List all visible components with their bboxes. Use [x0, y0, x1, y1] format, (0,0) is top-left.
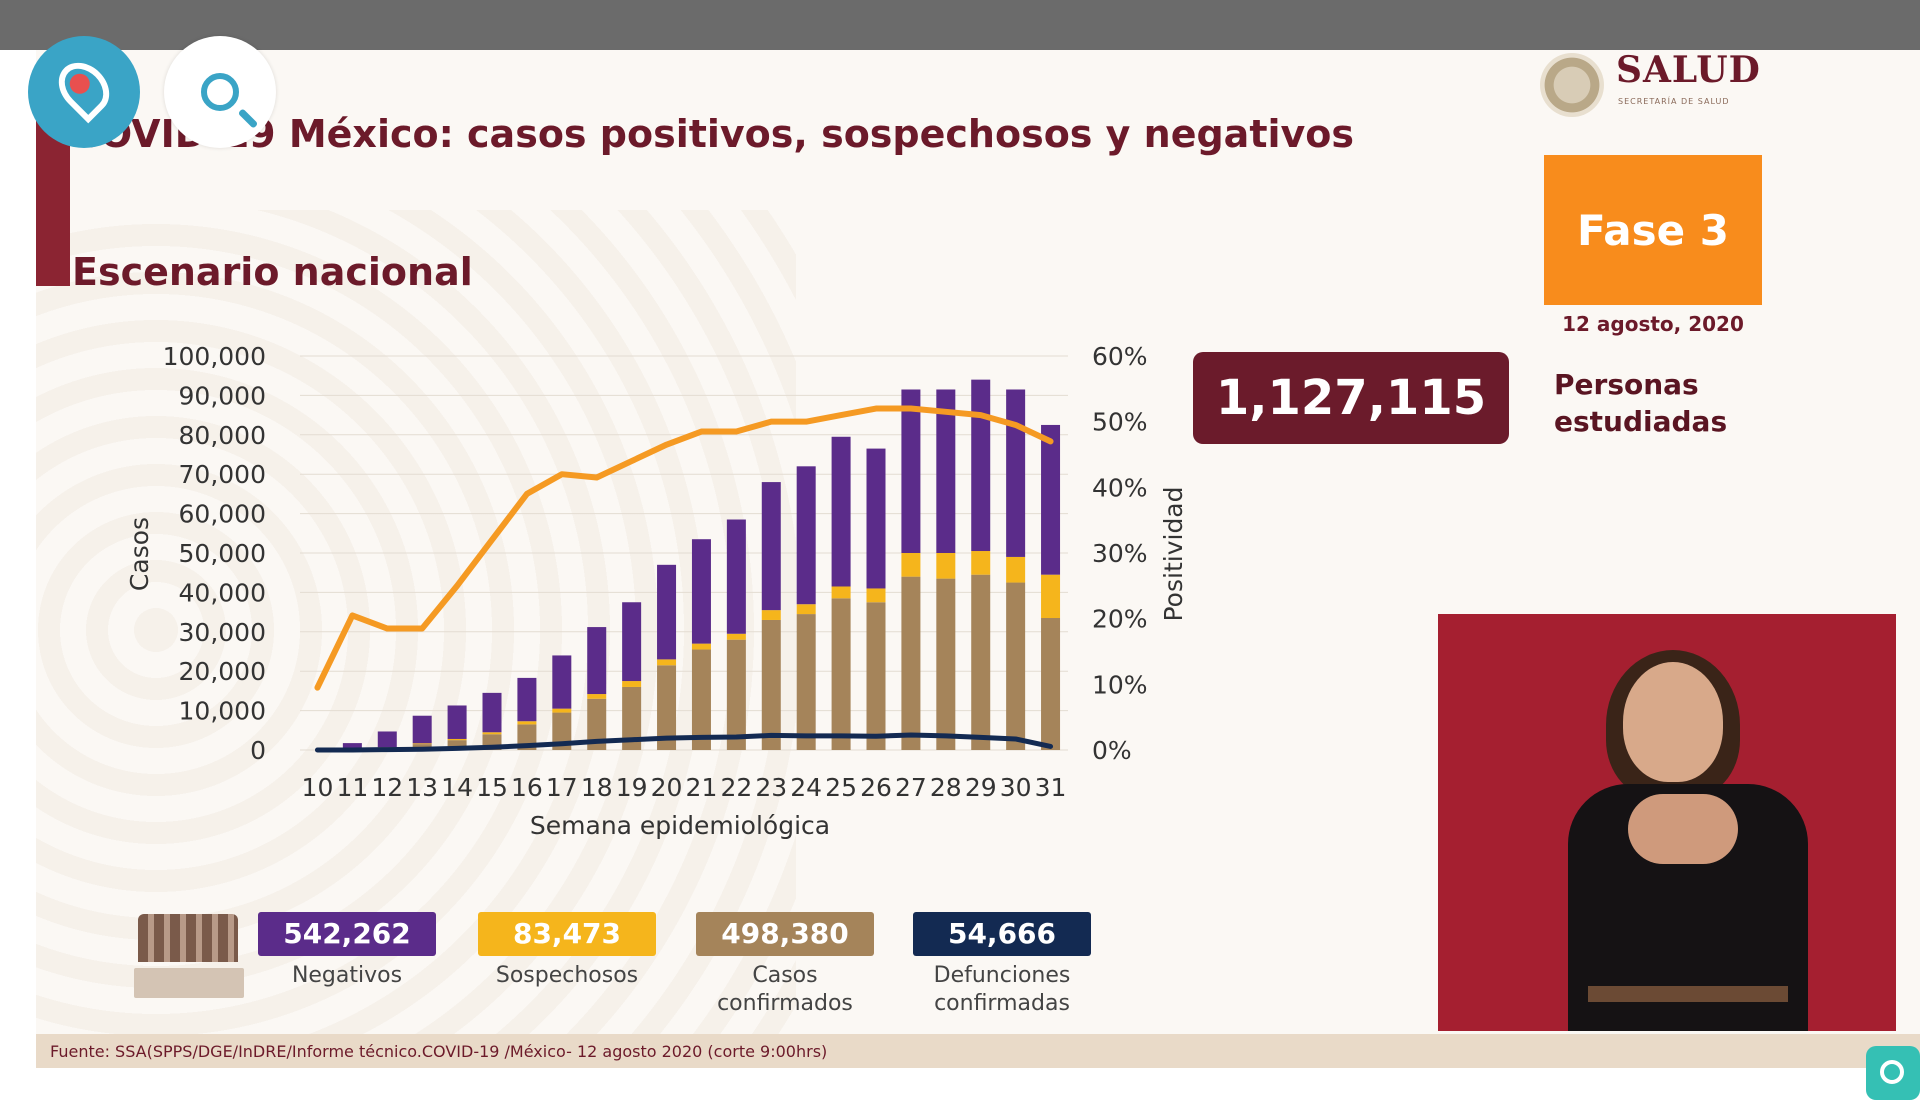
- interpreter-belt: [1588, 986, 1788, 1002]
- sign-language-video: [1438, 614, 1896, 1031]
- search-icon: [201, 73, 259, 129]
- studied-count: 1,127,115: [1193, 352, 1509, 444]
- footer-bar: [36, 1034, 1920, 1068]
- total-negativos-value: 542,262: [258, 912, 436, 956]
- studied-label: Personas estudiadas: [1554, 368, 1728, 438]
- logo-text: SALUD: [1616, 49, 1761, 91]
- government-logo: [134, 894, 244, 1024]
- coat-of-arms-icon: [1540, 53, 1604, 117]
- total-sospechosos: 83,473 Sospechosos: [478, 912, 656, 990]
- heroes-icon: [138, 914, 238, 962]
- total-confirmados-value: 498,380: [696, 912, 874, 956]
- total-confirmados-label: Casos confirmados: [717, 963, 853, 1016]
- phase-badge: Fase 3: [1544, 155, 1762, 305]
- total-defunciones: 54,666 Defunciones confirmadas: [913, 912, 1091, 1018]
- interpreter-face: [1623, 662, 1723, 782]
- periscope-button[interactable]: [28, 36, 140, 148]
- interpreter-hands: [1628, 794, 1738, 864]
- total-sospechosos-label: Sospechosos: [495, 963, 639, 988]
- total-confirmados: 498,380 Casos confirmados: [696, 912, 874, 1018]
- government-wordmark: [134, 968, 244, 998]
- search-button[interactable]: [164, 36, 276, 148]
- total-defunciones-label: Defunciones confirmadas: [933, 963, 1071, 1016]
- camera-button[interactable]: [1866, 1046, 1920, 1100]
- logo-subtext: SECRETARÍA DE SALUD: [1618, 97, 1730, 106]
- source-note: Fuente: SSA(SPPS/DGE/InDRE/Informe técni…: [50, 1042, 828, 1061]
- total-negativos: 542,262 Negativos: [258, 912, 436, 990]
- total-defunciones-value: 54,666: [913, 912, 1091, 956]
- camera-icon: [1880, 1060, 1904, 1084]
- total-sospechosos-value: 83,473: [478, 912, 656, 956]
- salud-logo: SALUD SECRETARÍA DE SALUD: [1540, 45, 1780, 125]
- slide-title: COVID-19 México: casos positivos, sospec…: [72, 112, 1354, 156]
- total-negativos-label: Negativos: [291, 963, 403, 988]
- window-top-bar: [0, 0, 1920, 50]
- report-date: 12 agosto, 2020: [1562, 312, 1744, 336]
- periscope-icon: [48, 52, 120, 124]
- slide-subtitle: Escenario nacional: [72, 250, 473, 294]
